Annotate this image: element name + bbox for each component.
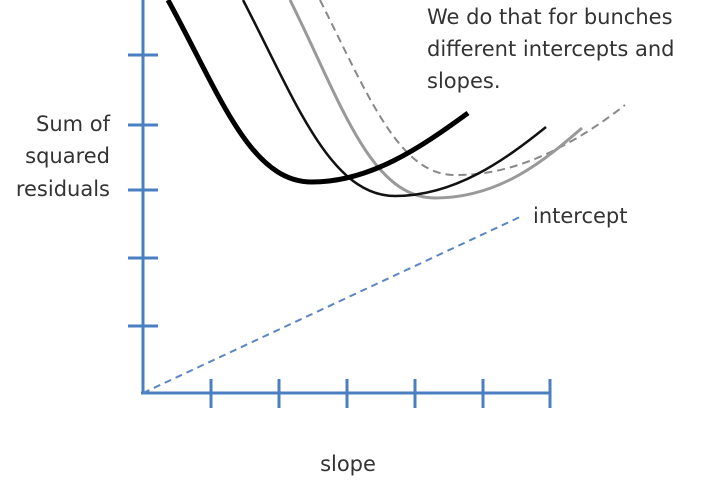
y-axis-label: Sum of [36, 112, 111, 136]
axes [128, 0, 552, 408]
annotation-line: We do that for bunches [427, 5, 673, 29]
intercept-line [142, 215, 523, 394]
y-axis-label: squared [25, 144, 110, 168]
annotation-line: slopes. [427, 69, 501, 93]
curve-black [241, 0, 547, 198]
curve-dashed [319, 0, 626, 177]
y-axis-label: residuals [16, 177, 110, 201]
annotation-line: different intercepts and [427, 37, 675, 61]
line-label: intercept [533, 204, 628, 228]
x-axis-label: slope [320, 452, 376, 476]
curve-gray [288, 0, 583, 200]
curve-thick [165, 0, 470, 185]
